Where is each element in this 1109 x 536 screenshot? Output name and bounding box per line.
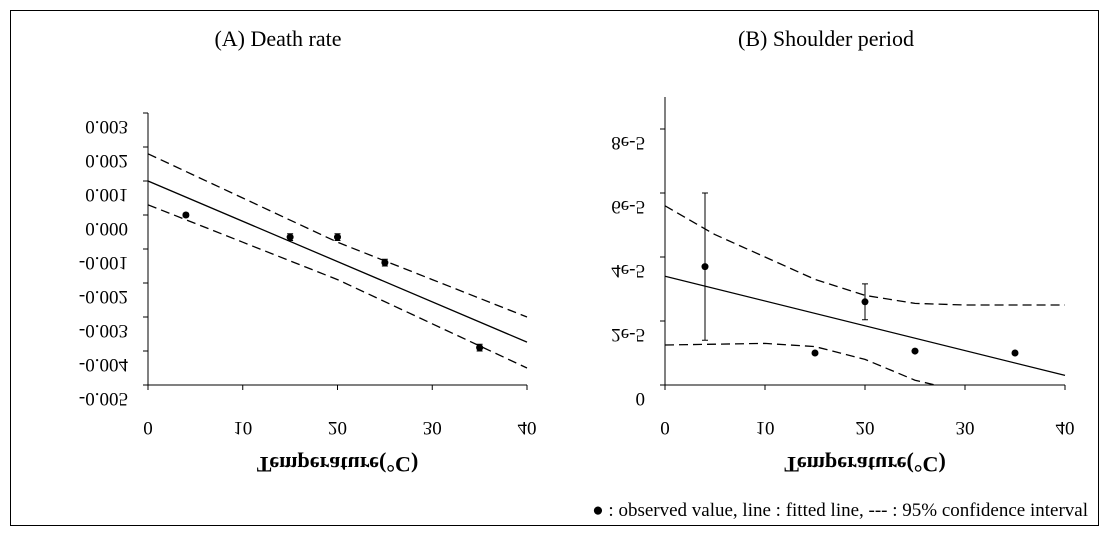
point [811,349,819,357]
y-tick-label: -0.004 [79,354,129,375]
confidence-line [148,204,528,369]
x-axis-label-group: Temperature(°C) [257,452,419,477]
point [334,233,341,241]
x-tick-label: 30 [956,417,975,438]
x-tick-label: 40 [518,417,537,438]
chart-title: (B) Shoulder period [738,26,914,51]
chart-title: (A) Death rate [214,26,341,51]
x-tick-label: 30 [423,417,442,438]
frame [10,10,1099,526]
x-tick-label: 20 [856,417,875,438]
y-tick-label: 0 [636,388,646,409]
x-tick-label: 0 [143,417,153,438]
plot-area [148,153,528,369]
y-tick-label: -0.001 [79,252,128,273]
x-tick-label: 40 [1056,417,1075,438]
point [381,259,389,267]
x-tick-label: 0 [660,417,670,438]
confidence-line [148,153,528,318]
y-tick-label: 4e-5 [611,260,645,281]
plot-area [665,205,1066,386]
point [476,344,484,352]
x-axis-label: Temperature(°C) [257,452,419,477]
x-axis-label: Temperature(°C) [784,452,946,477]
point [861,298,869,306]
x-axis-label-group: Temperature(°C) [784,452,946,477]
point [1011,349,1019,357]
legend-note: ● : observed value, line : fitted line, … [592,500,1088,521]
fitted-line [665,275,1066,377]
y-tick-label: 0.003 [85,116,128,137]
x-tick-label: 10 [756,417,775,438]
point [286,233,294,241]
y-tick-label: -0.002 [79,286,128,307]
y-tick-label: 2e-5 [611,324,645,345]
confidence-line [665,342,936,386]
y-tick-label: 0.001 [85,184,128,205]
x-tick-label: 20 [328,417,347,438]
fitted-line [148,180,528,343]
confidence-line [665,205,1065,306]
y-tick-label: -0.003 [79,320,128,341]
point [701,263,709,271]
y-tick-label: -0.005 [79,388,128,409]
y-tick-label: 0.002 [85,150,128,171]
y-tick-label: 6e-5 [611,196,645,217]
point [911,347,919,355]
y-tick-label: 0.000 [85,218,128,239]
x-tick-label: 10 [233,417,252,438]
y-tick-label: 8e-5 [611,132,645,153]
point [182,211,190,219]
